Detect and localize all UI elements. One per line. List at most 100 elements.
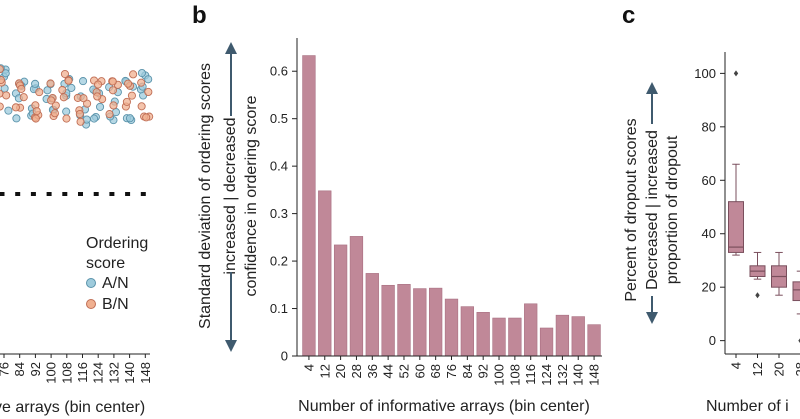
scatter-point-b-n bbox=[50, 109, 59, 118]
reference-line-dash bbox=[62, 192, 68, 196]
panel-c: c Percent of dropout scores Decreased | … bbox=[622, 2, 800, 415]
panel-a-x-tick-label: 148 bbox=[138, 362, 153, 384]
box-28 bbox=[792, 270, 800, 343]
panel-c-label: c bbox=[622, 2, 635, 29]
panel-b-x-tick-label: 76 bbox=[444, 364, 459, 378]
scatter-point-b-n bbox=[0, 65, 4, 74]
scatter-point-b-n bbox=[2, 91, 11, 100]
panel-b-y-tick-label: 0.5 bbox=[270, 111, 288, 126]
reference-line-dash bbox=[125, 192, 131, 196]
scatter-point-b-n bbox=[47, 96, 56, 105]
panel-a-points bbox=[0, 64, 154, 129]
bar-36 bbox=[365, 273, 379, 357]
bar-44 bbox=[381, 284, 395, 357]
panel-b-x-tick-label: 132 bbox=[555, 364, 570, 386]
panel-a-x-tick-label: 132 bbox=[106, 362, 121, 384]
panel-c-y-tick-label: 100 bbox=[694, 66, 716, 81]
scatter-point-b-n bbox=[11, 103, 20, 112]
scatter-point-b-n bbox=[17, 84, 26, 93]
panel-b-x-tick-label: 124 bbox=[539, 364, 554, 386]
bar-148 bbox=[587, 324, 601, 357]
legend-title-line-2: score bbox=[86, 255, 125, 272]
panel-b-x-tick-label: 100 bbox=[492, 364, 507, 386]
scatter-point-b-n bbox=[93, 80, 103, 89]
panel-c-x-tick-label: 28 bbox=[793, 362, 800, 376]
panel-c-y-axis-sublabel-2: proportion of dropout bbox=[664, 135, 681, 284]
scatter-point-b-n bbox=[144, 87, 153, 97]
panel-a-x-tick-label: 124 bbox=[91, 362, 106, 384]
legend-marker-a-n bbox=[86, 278, 96, 288]
bar-84 bbox=[460, 306, 474, 357]
panel-b-y-tick-label: 0.3 bbox=[270, 206, 288, 221]
box-iqr bbox=[728, 201, 744, 253]
scatter-point-b-n bbox=[62, 114, 71, 123]
bar-100 bbox=[492, 317, 506, 357]
reference-line-dash bbox=[78, 192, 83, 196]
scatter-point-b-n bbox=[31, 114, 40, 123]
legend-label-a-n: A/N bbox=[102, 275, 129, 292]
scatter-point-b-n bbox=[0, 75, 5, 85]
panel-c-y-tick-label: 20 bbox=[702, 280, 716, 295]
panel-c-y-tick-label: 60 bbox=[702, 173, 716, 188]
panel-a-reference-line bbox=[0, 192, 146, 196]
panel-b-y-tick-label: 0.4 bbox=[270, 159, 288, 174]
panel-b-y-tick-label: 0.1 bbox=[270, 301, 288, 316]
panel-b-bars bbox=[302, 55, 601, 357]
panel-b-x-tick-label: 108 bbox=[507, 364, 522, 386]
scatter-point-b-n bbox=[79, 94, 88, 103]
scatter-point-b-n bbox=[46, 79, 55, 88]
scatter-point-b-n bbox=[83, 99, 92, 108]
panel-a: 76 84 92 100 108 116 124 132 140 148 ve arrays (b… bbox=[0, 64, 154, 416]
panel-b-y-axis-label: Standard deviation of ordering scores bbox=[197, 63, 214, 329]
reference-line-dash bbox=[30, 192, 36, 196]
reference-line-dash bbox=[0, 192, 5, 196]
panel-b-x-tick-label: 52 bbox=[396, 364, 411, 378]
scatter-point-a-n bbox=[12, 114, 21, 123]
panel-b-y-ticks: 0 0.1 0.2 0.3 0.4 0.5 0.6 bbox=[270, 64, 297, 364]
reference-line-dash bbox=[109, 192, 115, 196]
bar-108 bbox=[508, 317, 522, 357]
panel-b-x-tick-label: 12 bbox=[317, 364, 332, 378]
panel-c-x-tick-label: 4 bbox=[729, 362, 744, 369]
scatter-point-b-n bbox=[108, 86, 117, 95]
scatter-point-a-n bbox=[125, 114, 135, 123]
bar-52 bbox=[397, 284, 411, 357]
scatter-point-a-n bbox=[67, 83, 76, 92]
panel-b-x-tick-label: 92 bbox=[476, 364, 491, 378]
scatter-point-b-n bbox=[32, 107, 41, 116]
scatter-point-b-n bbox=[124, 79, 133, 88]
legend-label-b-n: B/N bbox=[102, 296, 129, 313]
panel-c-x-tick-label: 20 bbox=[772, 362, 787, 376]
box-4 bbox=[728, 70, 744, 256]
scatter-point-b-n bbox=[127, 91, 136, 100]
panel-b-x-ticks: 4 12 20 28 36 44 52 60 68 76 84 92 100 108 116 124 132 14… bbox=[301, 356, 602, 386]
scatter-point-b-n bbox=[75, 109, 84, 119]
scatter-point-a-n bbox=[4, 106, 13, 115]
scatter-point-b-n bbox=[58, 85, 67, 95]
bar-92 bbox=[476, 312, 490, 357]
scatter-point-a-n bbox=[137, 68, 146, 78]
scatter-point-b-n bbox=[142, 113, 151, 122]
panel-c-x-axis-label: Number of i bbox=[706, 398, 789, 415]
panel-c-y-tick-label: 40 bbox=[702, 226, 716, 241]
scatter-point-b-n bbox=[137, 102, 146, 111]
bar-68 bbox=[429, 287, 443, 357]
box-iqr bbox=[792, 281, 800, 302]
bar-124 bbox=[539, 327, 554, 357]
reference-line-dash bbox=[93, 192, 99, 196]
scatter-point-b-n bbox=[105, 110, 114, 119]
panel-b-x-tick-label: 4 bbox=[301, 364, 316, 371]
scatter-point-b-n bbox=[109, 101, 118, 110]
bar-20 bbox=[333, 244, 348, 357]
panel-c-x-tick-label: 12 bbox=[750, 362, 765, 376]
scatter-point-a-n bbox=[31, 79, 40, 88]
panel-c-y-axis-label: Percent of dropout scores bbox=[623, 118, 640, 301]
panel-b-x-tick-label: 20 bbox=[333, 364, 348, 378]
panel-a-x-tick-label: 116 bbox=[75, 362, 90, 383]
scatter-point-b-n bbox=[129, 70, 138, 79]
panel-c-boxes bbox=[728, 70, 800, 343]
box-outlier bbox=[733, 70, 739, 77]
panel-c-y-tick-label: 80 bbox=[702, 119, 716, 134]
scatter-point-a-n bbox=[78, 77, 88, 86]
panel-c-y-ticks: 0 20 40 60 80 100 bbox=[694, 66, 725, 348]
